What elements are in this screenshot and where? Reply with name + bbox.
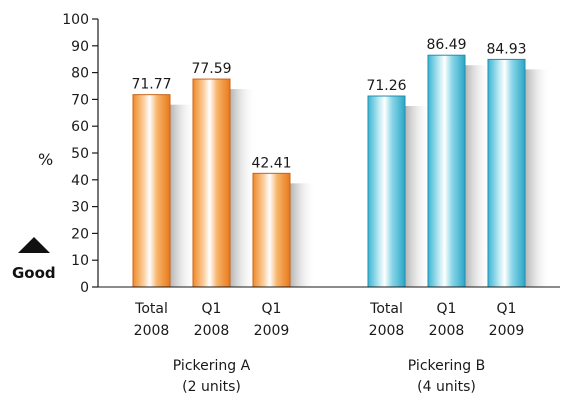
bar <box>252 172 291 288</box>
x-tick-label: Q1 <box>202 301 222 317</box>
x-tick-label: 2008 <box>194 323 230 339</box>
group-sublabel: (2 units) <box>182 379 241 395</box>
bar-shadow <box>290 183 316 287</box>
x-tick-label: Q1 <box>262 301 282 317</box>
category-labels: Total 2008 Q1 2008 Q1 2009 Pickering A (2 units… <box>134 301 525 395</box>
x-tick-label: 2009 <box>254 323 290 339</box>
group-label: Pickering B <box>408 358 485 374</box>
group-sublabel: (4 units) <box>417 379 476 395</box>
data-labels: 71.77 77.59 42.41 71.26 86.49 84.93 <box>131 37 526 171</box>
bar-shadows <box>170 65 551 288</box>
bar <box>192 78 231 288</box>
group-label: Pickering A <box>173 358 251 374</box>
good-indicator: Good <box>12 237 56 282</box>
y-tick-label: 0 <box>80 280 89 296</box>
bar <box>132 94 171 288</box>
y-axis-label: % <box>38 150 53 169</box>
bars <box>132 54 526 288</box>
x-tick-label: Total <box>134 301 168 317</box>
bar-shadow <box>525 69 551 287</box>
x-tick-label: 2009 <box>489 323 525 339</box>
good-label: Good <box>12 264 56 282</box>
y-tick-label: 30 <box>71 200 89 216</box>
x-tick-label: Total <box>369 301 403 317</box>
data-label: 71.26 <box>366 78 406 94</box>
y-tick-label: 70 <box>71 92 89 108</box>
bar-shadow <box>405 106 431 288</box>
data-label: 71.77 <box>131 77 171 93</box>
bar-shadow <box>230 89 256 287</box>
data-label: 84.93 <box>486 41 526 57</box>
x-tick-label: 2008 <box>134 323 170 339</box>
x-tick-label: Q1 <box>437 301 457 317</box>
y-tick-label: 50 <box>71 146 89 162</box>
y-tick-label: 90 <box>71 39 89 55</box>
data-label: 86.49 <box>426 37 466 53</box>
up-triangle-icon <box>18 237 50 253</box>
bar <box>427 54 466 288</box>
y-tick-label: 100 <box>62 12 89 28</box>
bar-shadow <box>465 65 491 287</box>
y-tick-label: 60 <box>71 119 89 135</box>
data-label: 42.41 <box>251 155 291 171</box>
data-label: 77.59 <box>191 61 231 77</box>
bar-shadow <box>170 104 196 287</box>
x-tick-label: 2008 <box>429 323 465 339</box>
bar <box>487 58 526 288</box>
x-tick-label: 2008 <box>369 323 405 339</box>
y-axis: 0 10 20 30 40 50 60 70 80 90 100 <box>62 12 560 296</box>
y-tick-label: 40 <box>71 173 89 189</box>
x-tick-label: Q1 <box>497 301 517 317</box>
y-tick-label: 20 <box>71 226 89 242</box>
y-tick-label: 10 <box>71 253 89 269</box>
y-tick-label: 80 <box>71 66 89 82</box>
bar <box>367 95 406 288</box>
